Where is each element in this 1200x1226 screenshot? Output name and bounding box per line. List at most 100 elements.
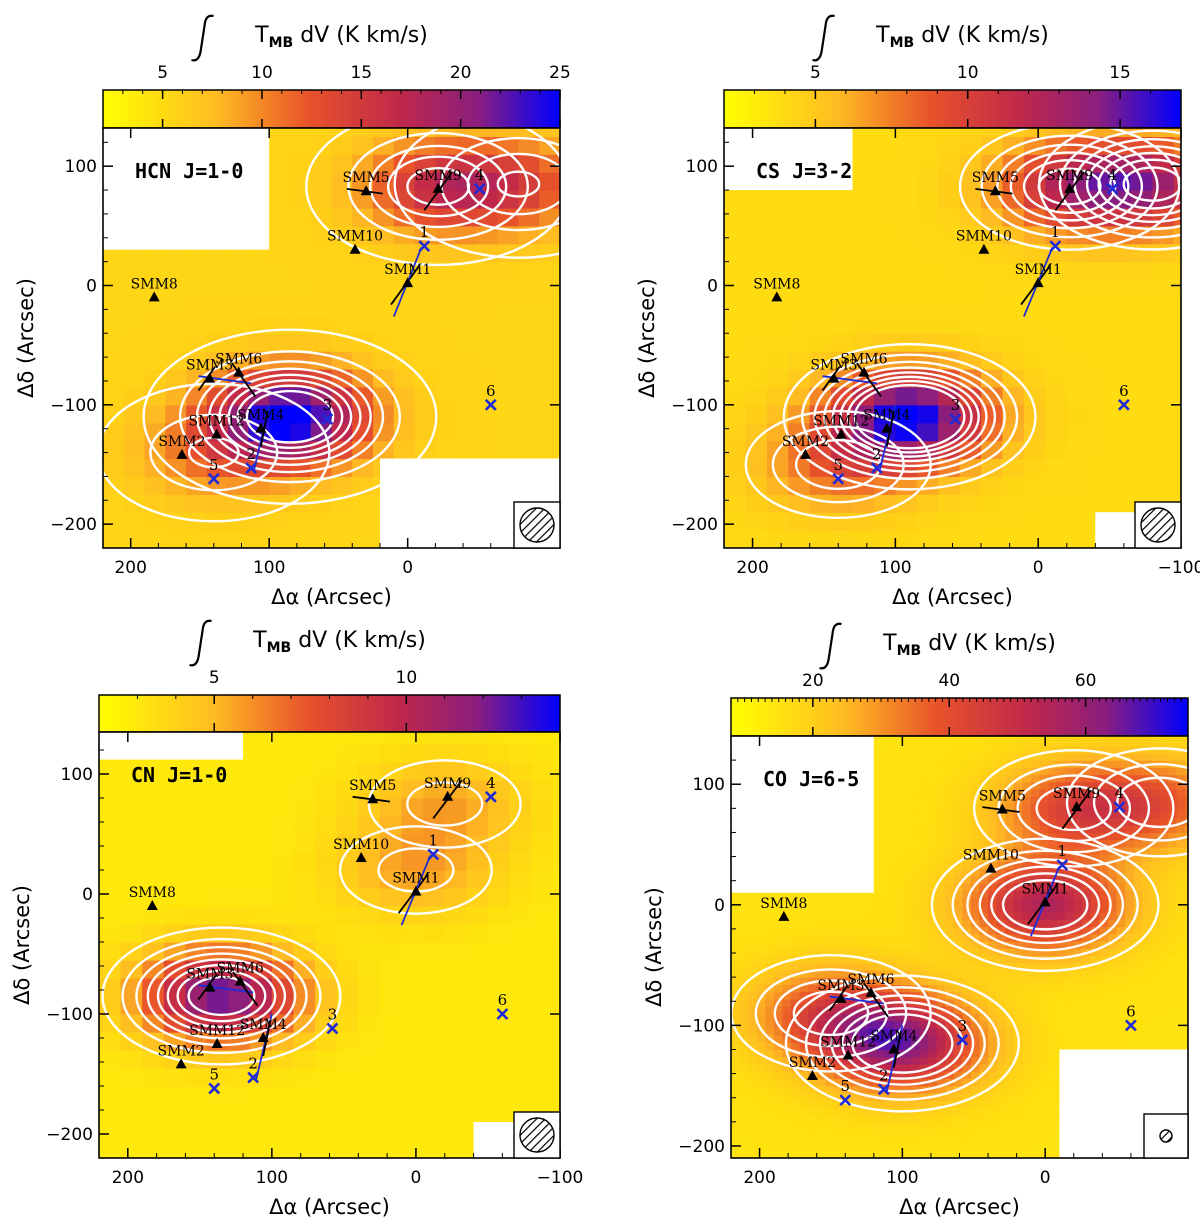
heatmap-cell (401, 978, 424, 997)
heatmap-cell (1065, 736, 1075, 740)
heatmap-cell (962, 890, 972, 899)
heatmap-cell (910, 912, 921, 920)
heatmap-cell (868, 1027, 878, 1036)
heatmap-cell (1030, 883, 1041, 891)
heatmap-cell (1108, 1020, 1118, 1029)
heatmap-cell (466, 1014, 489, 1033)
heatmap-cell (724, 243, 747, 263)
heatmap-cell (423, 1086, 446, 1105)
heatmap-cell (1108, 955, 1118, 964)
heatmap-cell (893, 1100, 903, 1108)
heatmap-cell (928, 817, 938, 826)
heatmap-cell (1005, 991, 1015, 1000)
heatmap-cell (745, 225, 768, 245)
heatmap-cell (895, 136, 918, 155)
heatmap-cell (782, 933, 792, 942)
heatmap-cell (1073, 854, 1083, 862)
heatmap-cell (1013, 1100, 1023, 1108)
heatmap-cell (724, 225, 747, 245)
contours (101, 759, 522, 1066)
heatmap-cell (739, 904, 749, 913)
heatmap-cell (393, 369, 416, 388)
heatmap-cell (163, 1140, 187, 1158)
heatmap-cell (331, 297, 353, 316)
heatmap-cell (1056, 912, 1066, 920)
heatmap-cell (788, 279, 811, 299)
contour-line (178, 350, 401, 484)
heatmap-cell (1056, 984, 1066, 993)
heatmap-cell (1125, 817, 1135, 826)
heatmap-cell (1030, 796, 1041, 805)
heatmap-cell (142, 1140, 165, 1158)
heatmap-cell (739, 1129, 749, 1137)
heatmap-cell (808, 940, 818, 949)
heatmap-cell (293, 870, 316, 889)
heatmap-cell (531, 1050, 554, 1069)
heatmap-cell (1023, 476, 1046, 495)
heatmap-cell (893, 774, 903, 783)
heatmap-cell (1090, 839, 1101, 848)
heatmap-cell (731, 1013, 741, 1022)
heatmap-cell (331, 190, 353, 209)
heatmap-cell (953, 904, 963, 913)
heatmap-cell (745, 315, 768, 334)
heatmap-cell (185, 852, 208, 871)
heatmap-cell (250, 744, 273, 763)
heatmap-cell (748, 1121, 758, 1130)
heatmap-cell (250, 942, 273, 961)
y-axis-title: Δδ (Arcsec) (14, 278, 38, 398)
position-label: 2 (872, 445, 882, 463)
heatmap-cell (756, 1020, 766, 1029)
heatmap-cell (988, 912, 998, 920)
heatmap-cell (289, 154, 312, 173)
heatmap-cell (1005, 1085, 1015, 1094)
heatmap-cell (945, 1143, 955, 1152)
heatmap-cell (271, 888, 295, 907)
heatmap-cell (945, 1092, 955, 1101)
heatmap-cell (981, 476, 1004, 495)
heatmap-cell (799, 1136, 809, 1145)
heatmap-cell (988, 1092, 998, 1101)
heatmap-cell (1066, 404, 1089, 424)
heatmap-cell (895, 494, 918, 513)
heatmap-cell (103, 494, 125, 513)
heatmap-cell (1048, 919, 1058, 928)
heatmap-cell (163, 906, 187, 925)
heatmap-cell (518, 422, 540, 442)
heatmap-cell (799, 904, 809, 913)
heatmap-cell (868, 919, 878, 928)
heatmap-cell (936, 1085, 946, 1094)
heatmap-cell (487, 1050, 511, 1069)
heatmap-cell (165, 458, 187, 478)
heatmap-cell (1152, 440, 1175, 460)
heatmap-cell (876, 969, 886, 978)
heatmap-cell (928, 1114, 938, 1123)
heatmap-cell (825, 998, 835, 1007)
heatmap-cell (1013, 1006, 1023, 1014)
heatmap-cell (938, 422, 961, 442)
heatmap-cell (876, 1071, 886, 1080)
heatmap-cell (876, 789, 886, 797)
source-triangle-icon (211, 428, 223, 439)
heatmap-cell (1045, 440, 1068, 460)
heatmap-cell (916, 530, 939, 548)
heatmap-cell (936, 1063, 946, 1072)
heatmap-cell (756, 1129, 766, 1137)
heatmap-cell (808, 1006, 818, 1014)
heatmap-cell (476, 369, 499, 388)
heatmap-cell (269, 476, 291, 495)
heatmap-cell (766, 512, 789, 531)
position-label: 1 (428, 831, 438, 849)
heatmap-cell (1048, 745, 1058, 754)
heatmap-cell (228, 1104, 251, 1123)
heatmap-cell (979, 1006, 989, 1014)
heatmap-cell (842, 1056, 852, 1065)
heatmap-cell (724, 207, 747, 227)
heatmap-cell (996, 1092, 1006, 1101)
heatmap-cell (910, 745, 921, 754)
heatmap-cell (850, 1006, 861, 1014)
heatmap-cell (531, 996, 554, 1015)
heatmap-cell (979, 926, 989, 935)
heatmap-cell (885, 803, 895, 812)
source-triangle-icon (360, 185, 372, 196)
